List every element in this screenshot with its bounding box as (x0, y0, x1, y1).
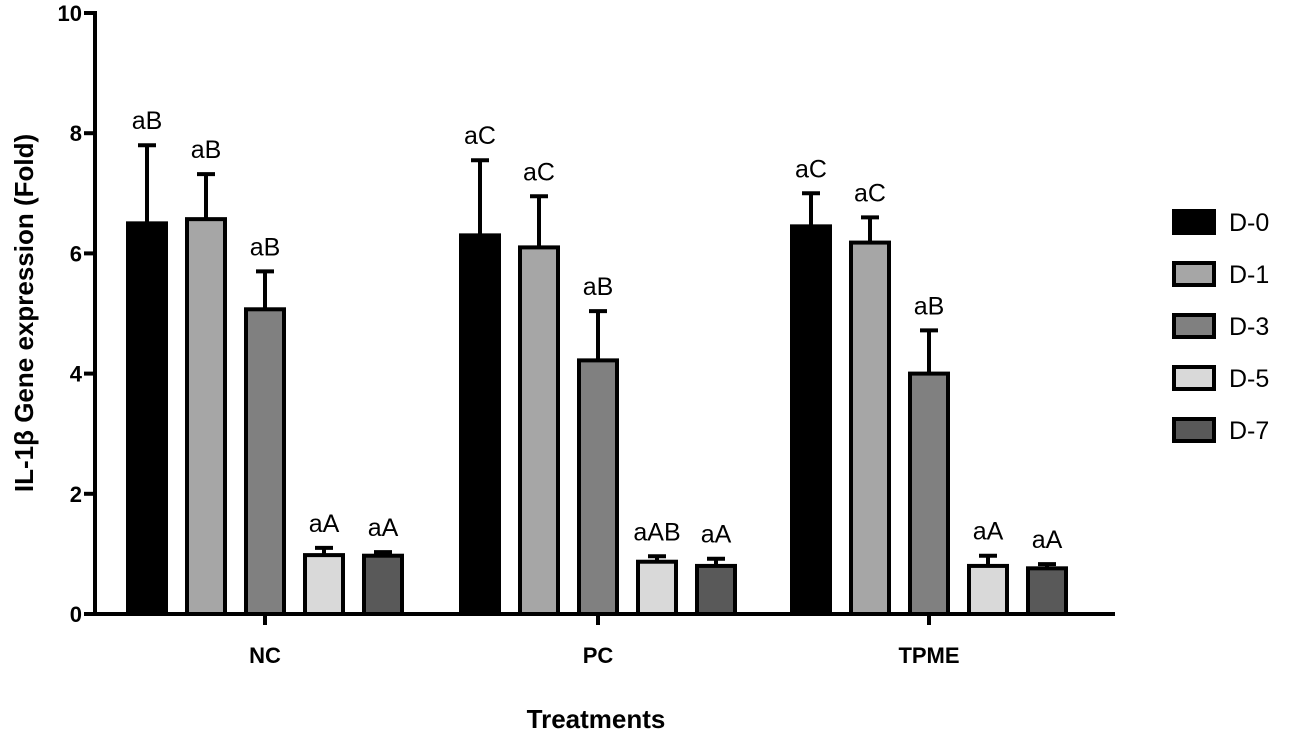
bar-nc-d-5 (303, 553, 345, 616)
legend-swatch-d-7 (1172, 417, 1216, 443)
bar-tpme-d-1 (849, 240, 891, 616)
data-label-nc-d-1: aB (191, 136, 222, 164)
bar-tpme-d-7 (1026, 566, 1068, 616)
data-label-pc-d-5: aAB (633, 518, 680, 546)
bar-tpme-d-5 (967, 563, 1009, 616)
legend: D-0 D-1 D-3 D-5 D-7 (1172, 209, 1269, 445)
y-tick-label-6: 6 (70, 241, 82, 266)
x-tick-label-tpme: TPME (898, 643, 959, 668)
bar-pc-d-5 (636, 559, 678, 617)
legend-swatch-d-3 (1172, 313, 1216, 339)
data-label-nc-d-0: aB (132, 107, 163, 135)
data-label-tpme-d-7: aA (1032, 526, 1063, 554)
x-tick-label-pc: PC (583, 643, 614, 668)
y-tick-label-10: 10 (58, 1, 82, 26)
bar-tpme-d-3 (908, 371, 950, 616)
bar-nc-d-0 (126, 221, 168, 616)
legend-label-d-0: D-0 (1229, 209, 1269, 237)
legend-swatch-d-5 (1172, 365, 1216, 391)
data-label-pc-d-7: aA (701, 521, 732, 549)
x-axis-title: Treatments (527, 704, 666, 733)
legend-swatch-d-1 (1172, 261, 1216, 287)
legend-label-d-3: D-3 (1229, 313, 1269, 341)
legend-label-d-1: D-1 (1229, 261, 1269, 289)
data-label-nc-d-5: aA (309, 510, 340, 538)
y-tick-label-0: 0 (70, 602, 82, 627)
data-label-tpme-d-0: aC (795, 155, 827, 183)
data-label-pc-d-3: aB (583, 273, 614, 301)
legend-swatch-d-0 (1172, 209, 1216, 235)
legend-label-d-5: D-5 (1229, 365, 1269, 393)
bar-nc-d-3 (244, 307, 286, 616)
y-tick-label-8: 8 (70, 121, 82, 146)
bar-pc-d-1 (518, 245, 560, 616)
data-label-tpme-d-3: aB (914, 292, 945, 320)
bar-tpme-d-0 (790, 224, 832, 616)
bar-nc-d-7 (362, 553, 404, 617)
bar-pc-d-3 (577, 358, 619, 616)
x-tick-label-nc: NC (249, 643, 281, 668)
bars-layer: aB aB aB aA aA aC aC aB aAB aA aC aC aB aA aA (126, 107, 1068, 617)
y-tick-label-2: 2 (70, 482, 82, 507)
y-axis-title: IL-1β Gene expression (Fold) (9, 134, 39, 492)
data-label-nc-d-3: aB (250, 233, 281, 261)
bar-pc-d-0 (459, 233, 501, 616)
bar-pc-d-7 (695, 563, 737, 616)
data-label-pc-d-0: aC (464, 122, 496, 150)
data-label-nc-d-7: aA (368, 514, 399, 542)
data-label-tpme-d-1: aC (854, 179, 886, 207)
legend-label-d-7: D-7 (1229, 417, 1269, 445)
axes-layer: 0 2 4 6 8 10 NC PC TPME (58, 1, 1115, 668)
data-label-tpme-d-5: aA (973, 518, 1004, 546)
data-label-pc-d-1: aC (523, 158, 555, 186)
bar-nc-d-1 (185, 217, 227, 616)
y-tick-label-4: 4 (70, 362, 83, 387)
